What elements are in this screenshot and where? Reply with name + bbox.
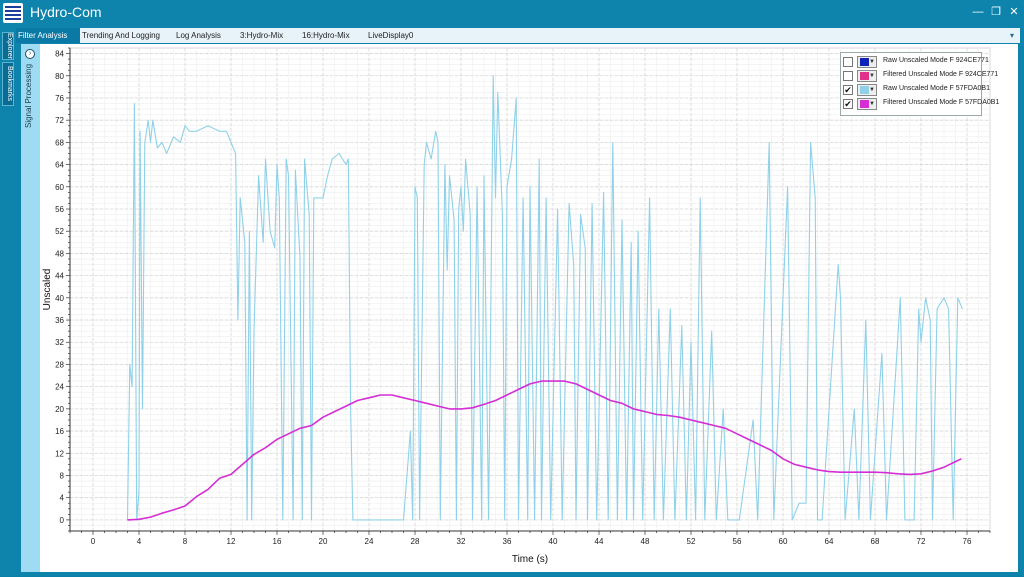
legend-checkbox[interactable] xyxy=(843,57,853,67)
tab-3-hydro-mix[interactable]: 3:Hydro-Mix xyxy=(240,31,284,40)
chevron-down-icon: ▼ xyxy=(869,87,875,93)
tab-menu-icon[interactable]: ▾ xyxy=(1009,31,1014,40)
legend-row: ✔ ▼ Filtered Unscaled Mode F 57FDA0B1 xyxy=(843,97,999,111)
legend-label: Filtered Unscaled Mode F 924CE771 xyxy=(883,71,999,78)
x-tick-label: 40 xyxy=(549,537,558,546)
y-tick-label: 8 xyxy=(60,471,65,480)
x-tick-label: 8 xyxy=(183,537,188,546)
x-tick-label: 48 xyxy=(641,537,650,546)
y-tick-label: 4 xyxy=(60,494,65,503)
legend-label: Raw Unscaled Mode F 57FDA0B1 xyxy=(883,85,990,92)
legend-color-picker[interactable]: ▼ xyxy=(857,84,877,96)
y-tick-label: 80 xyxy=(55,72,64,81)
chart-legend: ▼ Raw Unscaled Mode F 924CE771 ▼ Filtere… xyxy=(840,52,999,116)
y-tick-label: 24 xyxy=(55,383,64,392)
y-tick-label: 68 xyxy=(55,138,64,147)
minimize-icon[interactable]: — xyxy=(972,6,984,18)
y-tick-label: 52 xyxy=(55,227,64,236)
chevron-down-icon: ▼ xyxy=(869,101,875,107)
legend-label: Raw Unscaled Mode F 924CE771 xyxy=(883,57,989,64)
tab-trending-and-logging[interactable]: Trending And Logging xyxy=(82,31,160,40)
x-axis-title: Time (s) xyxy=(512,554,548,565)
restore-icon[interactable]: ❐ xyxy=(991,6,1001,18)
legend-color-picker[interactable]: ▼ xyxy=(857,56,877,68)
bookmarks-tab[interactable]: Bookmarks xyxy=(2,62,14,106)
filtered-series-line xyxy=(127,380,962,521)
legend-color-picker[interactable]: ▼ xyxy=(857,98,877,110)
title-bar: Hydro-Com — ❐ ✕ xyxy=(0,0,1024,27)
x-tick-label: 52 xyxy=(687,537,696,546)
y-tick-label: 20 xyxy=(55,405,64,414)
filter-chart[interactable]: 0 4 8 12 16 20 24 28 32 36 40 44 48 52 56 60 64 68 72 76048… xyxy=(40,44,1018,572)
x-tick-label: 64 xyxy=(825,537,834,546)
left-dock-bar: Explorer Bookmarks xyxy=(0,28,16,576)
tab-16-hydro-mix[interactable]: 16:Hydro-Mix xyxy=(302,31,350,40)
legend-row: ▼ Filtered Unscaled Mode F 924CE771 xyxy=(843,69,998,83)
explorer-tab[interactable]: Explorer xyxy=(2,32,14,60)
x-tick-label: 32 xyxy=(457,537,466,546)
y-tick-label: 16 xyxy=(55,427,64,436)
signal-processing-panel: › Signal Processing xyxy=(21,44,40,572)
tab-log-analysis[interactable]: Log Analysis xyxy=(176,31,221,40)
tab-filter-analysis[interactable]: Filter Analysis xyxy=(16,28,80,43)
x-tick-label: 68 xyxy=(871,537,880,546)
y-tick-label: 84 xyxy=(55,50,64,59)
tab-live-display[interactable]: LiveDisplay0 xyxy=(368,31,414,40)
y-tick-label: 0 xyxy=(60,516,65,525)
y-tick-label: 40 xyxy=(55,294,64,303)
legend-label: Filtered Unscaled Mode F 57FDA0B1 xyxy=(883,99,1000,106)
close-icon[interactable]: ✕ xyxy=(1009,6,1019,18)
signal-processing-label[interactable]: Signal Processing xyxy=(24,64,33,129)
legend-checkbox[interactable]: ✔ xyxy=(843,85,853,95)
y-tick-label: 44 xyxy=(55,272,64,281)
x-tick-label: 0 xyxy=(91,537,96,546)
chevron-down-icon: ▼ xyxy=(869,59,875,65)
window-title: Hydro-Com xyxy=(30,4,102,20)
y-tick-label: 28 xyxy=(55,360,64,369)
y-tick-label: 60 xyxy=(55,183,64,192)
y-tick-label: 36 xyxy=(55,316,64,325)
x-tick-label: 60 xyxy=(779,537,788,546)
x-tick-label: 20 xyxy=(319,537,328,546)
legend-row: ▼ Raw Unscaled Mode F 924CE771 xyxy=(843,55,989,69)
chevron-down-icon: ▼ xyxy=(869,73,875,79)
x-tick-label: 16 xyxy=(273,537,282,546)
x-tick-label: 24 xyxy=(365,537,374,546)
x-tick-label: 56 xyxy=(733,537,742,546)
legend-checkbox[interactable]: ✔ xyxy=(843,99,853,109)
app-logo-icon xyxy=(3,3,23,23)
x-tick-label: 28 xyxy=(411,537,420,546)
y-tick-label: 76 xyxy=(55,94,64,103)
y-axis-title: Unscaled xyxy=(42,269,53,311)
x-tick-label: 76 xyxy=(963,537,972,546)
expand-panel-icon[interactable]: › xyxy=(25,49,35,59)
document-tab-bar: Filter Analysis Trending And Logging Log… xyxy=(16,28,1020,43)
y-tick-label: 32 xyxy=(55,338,64,347)
x-tick-label: 4 xyxy=(137,537,142,546)
x-tick-label: 12 xyxy=(227,537,236,546)
chart-area: 0 4 8 12 16 20 24 28 32 36 40 44 48 52 56 60 64 68 72 76 0 4 8… xyxy=(40,44,1018,572)
y-tick-label: 64 xyxy=(55,161,64,170)
x-tick-label: 44 xyxy=(595,537,604,546)
y-tick-label: 56 xyxy=(55,205,64,214)
x-tick-label: 72 xyxy=(917,537,926,546)
raw-series-line xyxy=(126,75,963,521)
legend-color-picker[interactable]: ▼ xyxy=(857,70,877,82)
legend-checkbox[interactable] xyxy=(843,71,853,81)
x-tick-label: 36 xyxy=(503,537,512,546)
y-tick-label: 72 xyxy=(55,116,64,125)
y-tick-label: 12 xyxy=(55,449,64,458)
y-tick-label: 48 xyxy=(55,249,64,258)
legend-row: ✔ ▼ Raw Unscaled Mode F 57FDA0B1 xyxy=(843,83,990,97)
